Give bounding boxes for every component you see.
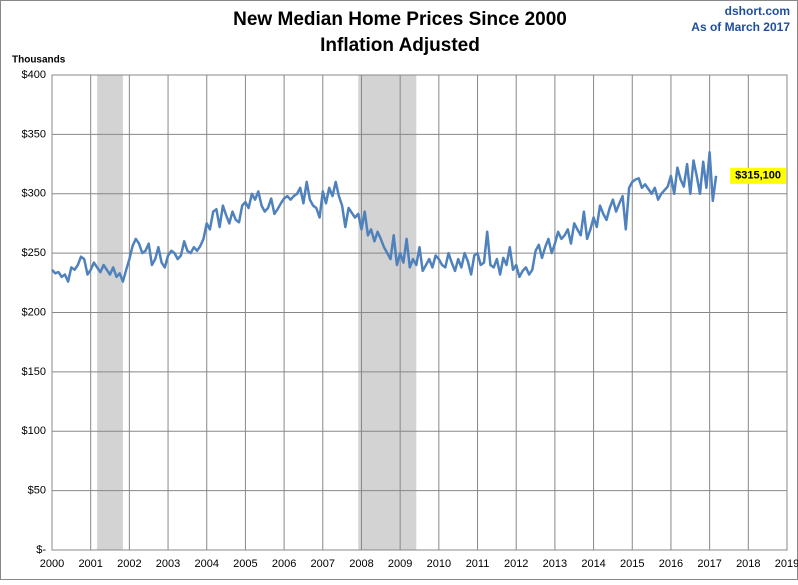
line	[51, 150, 718, 283]
as-of: As of March 2017	[691, 20, 790, 34]
chart-subtitle: Inflation Adjusted	[320, 35, 480, 56]
x-tick-label: 2014	[581, 558, 605, 570]
x-tick-label: 2002	[117, 558, 141, 570]
x-tick-label: 2004	[194, 558, 218, 570]
source: dshort.com	[725, 4, 790, 18]
x-tick-label: 2005	[233, 558, 257, 570]
x-tick-label: 2001	[78, 558, 102, 570]
y-tick-label: $-	[36, 544, 46, 556]
x-tick-label: 2003	[156, 558, 180, 570]
y-tick-label: $50	[28, 485, 46, 497]
y-tick-label: $200	[22, 306, 46, 318]
x-tick-label: 2008	[349, 558, 373, 570]
x-tick-label: 2018	[736, 558, 760, 570]
x-tick-label: 2011	[466, 558, 490, 570]
x-tick-label: 2016	[659, 558, 683, 570]
y-tick-label: $350	[22, 128, 46, 140]
x-tick-label: 2017	[697, 558, 721, 570]
x-tick-label: 2013	[543, 558, 567, 570]
y-tick-label: $300	[22, 188, 46, 200]
x-tick-label: 2000	[40, 558, 64, 570]
y-tick-label: $100	[22, 425, 46, 437]
x-tick-label: 2007	[311, 558, 335, 570]
x-tick-label: 2019	[775, 558, 798, 570]
x-tick-label: 2010	[427, 558, 451, 570]
y-tick-label: $150	[22, 366, 46, 378]
chart-title: New Median Home Prices Since 2000	[233, 9, 567, 30]
x-tick-label: 2012	[504, 558, 528, 570]
x-tick-label: 2009	[388, 558, 412, 570]
value-label: $315,100	[735, 170, 781, 182]
x-tick-label: 2015	[620, 558, 644, 570]
value-label-bg	[730, 167, 787, 184]
y-axis-label: Thousands	[12, 55, 66, 66]
x-tick-label: 2006	[272, 558, 296, 570]
y-tick-label: $400	[22, 69, 46, 81]
y-tick-label: $250	[22, 247, 46, 259]
